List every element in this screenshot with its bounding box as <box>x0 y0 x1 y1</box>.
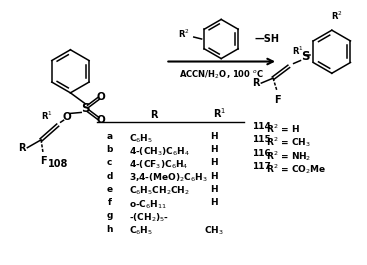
Text: O: O <box>97 115 105 125</box>
Text: O: O <box>97 92 105 102</box>
Text: C$_6$H$_5$CH$_2$CH$_2$: C$_6$H$_5$CH$_2$CH$_2$ <box>129 185 190 197</box>
Text: R$^2$ = H: R$^2$ = H <box>266 122 300 135</box>
Text: —SH: —SH <box>254 34 280 44</box>
Text: 115: 115 <box>251 135 270 144</box>
Text: H: H <box>211 132 218 141</box>
Text: R$^2$: R$^2$ <box>178 28 190 40</box>
Text: H: H <box>211 172 218 181</box>
Text: R: R <box>252 78 259 88</box>
Text: g: g <box>106 211 113 220</box>
Text: O: O <box>62 112 71 122</box>
Text: H: H <box>211 198 218 207</box>
Text: C$_6$H$_5$: C$_6$H$_5$ <box>129 224 153 237</box>
Text: CH$_3$: CH$_3$ <box>204 224 224 237</box>
Text: e: e <box>106 185 113 194</box>
Text: R$^1$: R$^1$ <box>212 107 226 120</box>
Text: 108: 108 <box>47 159 68 169</box>
Text: R: R <box>18 143 25 153</box>
Text: a: a <box>106 132 113 141</box>
Text: 4-(CF$_3$)C$_6$H$_4$: 4-(CF$_3$)C$_6$H$_4$ <box>129 158 189 171</box>
Text: R$^2$ = CH$_3$: R$^2$ = CH$_3$ <box>266 135 311 149</box>
Text: o-C$_6$H$_{11}$: o-C$_6$H$_{11}$ <box>129 198 167 211</box>
Text: h: h <box>106 224 113 233</box>
Text: R$^2$: R$^2$ <box>331 10 342 22</box>
Text: 116: 116 <box>251 149 270 158</box>
Text: ACCN/H$_2$O, 100 $^o$C: ACCN/H$_2$O, 100 $^o$C <box>179 68 264 81</box>
Text: R$^2$ = NH$_2$: R$^2$ = NH$_2$ <box>266 149 312 162</box>
Text: 3,4-(MeO)$_2$C$_6$H$_3$: 3,4-(MeO)$_2$C$_6$H$_3$ <box>129 172 208 184</box>
Text: d: d <box>106 172 113 181</box>
Text: H: H <box>211 185 218 194</box>
Text: S: S <box>81 102 89 115</box>
Text: C$_6$H$_5$: C$_6$H$_5$ <box>129 132 153 144</box>
Text: H: H <box>211 158 218 167</box>
Text: S: S <box>301 50 310 63</box>
Text: 114: 114 <box>251 122 270 131</box>
Text: F: F <box>40 157 46 166</box>
Text: R$^1$: R$^1$ <box>41 109 53 122</box>
Text: 4-(CH$_3$)C$_6$H$_4$: 4-(CH$_3$)C$_6$H$_4$ <box>129 145 190 158</box>
Text: f: f <box>108 198 112 207</box>
Text: b: b <box>106 145 113 154</box>
Text: R$^1$: R$^1$ <box>292 44 304 57</box>
Text: 117: 117 <box>251 162 270 171</box>
Text: c: c <box>107 158 112 167</box>
Text: R: R <box>150 110 157 120</box>
Text: F: F <box>274 95 280 105</box>
Text: H: H <box>211 145 218 154</box>
Text: R$^2$ = CO$_2$Me: R$^2$ = CO$_2$Me <box>266 162 327 176</box>
Text: -(CH$_2$)$_5$-: -(CH$_2$)$_5$- <box>129 211 169 224</box>
